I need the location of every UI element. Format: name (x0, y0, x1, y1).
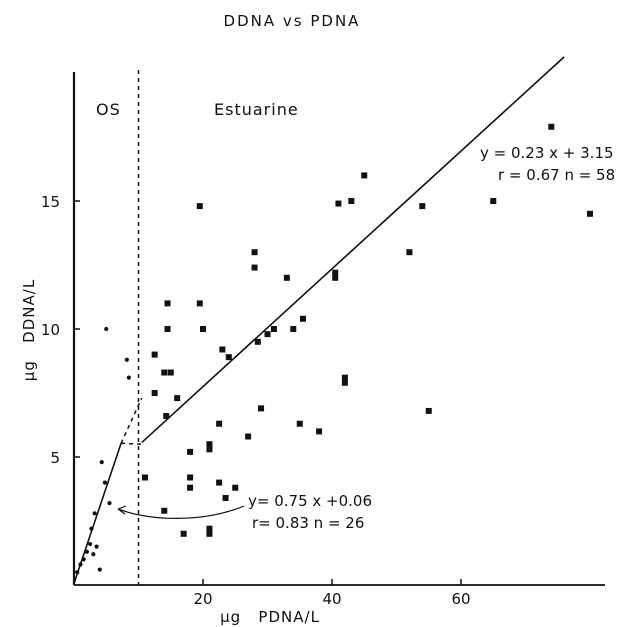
data-point-os (102, 480, 108, 485)
fit-line-os-dashed (120, 397, 143, 444)
data-point-estuarine (232, 484, 239, 491)
data-point-estuarine (425, 407, 432, 414)
fit-label-os-eq: y= 0.75 x +0.06 (248, 492, 372, 510)
data-point-estuarine (270, 326, 277, 332)
fit-connector-dashed (121, 442, 142, 445)
data-point-os (97, 567, 102, 572)
data-point-estuarine (206, 530, 213, 537)
data-point-estuarine (196, 203, 203, 210)
data-point-estuarine (290, 326, 297, 332)
data-point-estuarine (200, 326, 206, 332)
x-axis-label: µg PDNA/L (220, 608, 320, 626)
y-tick-label: 5 (50, 449, 60, 467)
data-point-os (107, 500, 112, 506)
data-point-estuarine (216, 420, 223, 427)
data-point-estuarine (251, 249, 258, 256)
chart-title: DDNA vs PDNA (224, 12, 361, 30)
fit-line-estuarine (141, 56, 565, 444)
data-point-os (88, 541, 93, 547)
data-point-os (91, 552, 96, 557)
data-point-estuarine (264, 331, 271, 338)
data-point-estuarine (222, 494, 229, 501)
data-point-estuarine (187, 484, 194, 491)
data-point-estuarine (548, 123, 555, 130)
data-point-estuarine (174, 395, 181, 402)
data-point-estuarine (258, 405, 265, 412)
data-point-estuarine (196, 300, 203, 307)
fit-label-estuarine-eq: y = 0.23 x + 3.15 (480, 144, 614, 162)
data-point-estuarine (206, 441, 213, 448)
data-point-estuarine (587, 210, 593, 217)
data-point-estuarine (245, 433, 252, 440)
data-point-estuarine (361, 172, 368, 179)
data-point-estuarine (251, 264, 258, 271)
y-axis-label: µg DDNA/L (20, 279, 38, 381)
data-point-estuarine (167, 369, 174, 376)
data-point-estuarine (151, 390, 158, 396)
data-point-os (124, 357, 129, 362)
data-point-estuarine (216, 479, 223, 486)
region-label-os: OS (96, 100, 121, 119)
data-point-estuarine (151, 351, 158, 358)
x-tick-label: 20 (193, 590, 212, 608)
data-point-estuarine (335, 200, 342, 207)
data-point-estuarine (164, 300, 171, 307)
data-point-estuarine (206, 525, 213, 532)
data-point-os (104, 326, 109, 332)
y-tick-label: 10 (41, 321, 60, 339)
data-point-estuarine (187, 474, 194, 481)
data-point-estuarine (225, 354, 232, 361)
data-point-estuarine (341, 379, 348, 386)
data-point-estuarine (299, 315, 306, 322)
data-point-os (126, 375, 131, 380)
data-point-estuarine (161, 507, 168, 514)
data-point-estuarine (406, 249, 413, 256)
data-point-estuarine (163, 413, 170, 420)
data-point-estuarine (219, 346, 226, 353)
data-point-estuarine (180, 530, 187, 537)
data-point-os (92, 511, 97, 516)
fit-label-os-stats: r= 0.83 n = 26 (252, 514, 364, 532)
data-point-os (94, 544, 99, 549)
data-point-estuarine (254, 338, 261, 345)
data-point-estuarine (341, 374, 348, 381)
data-point-estuarine (206, 446, 213, 453)
data-point-estuarine (283, 274, 290, 281)
x-tick-label: 40 (322, 590, 341, 608)
data-point-os (99, 460, 104, 465)
data-point-estuarine (332, 269, 339, 276)
annotation-arrowhead (117, 505, 127, 515)
data-point-estuarine (419, 203, 426, 210)
x-tick-label: 60 (451, 590, 470, 608)
data-point-estuarine (164, 326, 171, 332)
annotation-arrow (117, 505, 245, 519)
data-point-estuarine (348, 198, 355, 204)
fit-line-os (73, 443, 122, 584)
data-point-estuarine (316, 428, 323, 435)
data-point-estuarine (161, 369, 168, 376)
data-point-estuarine (187, 448, 194, 455)
data-point-estuarine (490, 198, 497, 204)
region-label-estuarine: Estuarine (214, 100, 299, 119)
y-tick-label: 15 (41, 193, 60, 211)
data-point-estuarine (332, 274, 339, 281)
fit-label-estuarine-stats: r = 0.67 n = 58 (498, 166, 615, 184)
data-point-estuarine (141, 474, 148, 481)
data-point-estuarine (296, 420, 303, 427)
